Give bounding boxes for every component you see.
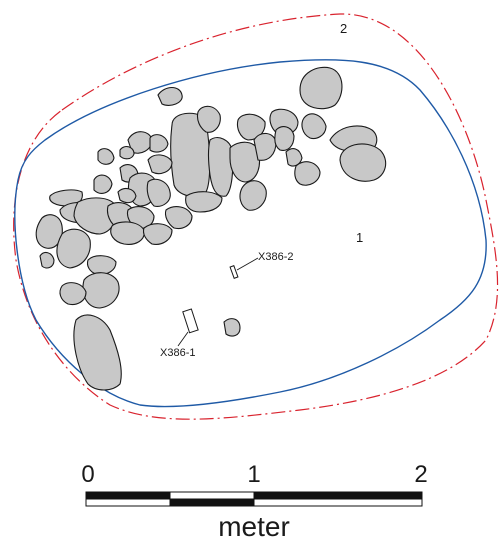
stone [39, 251, 55, 269]
stone [294, 161, 321, 186]
scale-segment [85, 491, 171, 500]
stone [164, 206, 193, 230]
scale-unit: meter [218, 511, 290, 542]
find-label-x386-2: X386-2 [258, 251, 293, 263]
scale-bar: 0 1 2 meter [81, 461, 427, 542]
stone [285, 148, 303, 167]
stone [56, 228, 91, 269]
scale-segment [169, 498, 255, 507]
stone [146, 178, 171, 207]
stone [82, 272, 120, 309]
stone [59, 282, 87, 306]
scale-segment [253, 491, 423, 500]
stone [223, 318, 241, 337]
zone-label-inner: 1 [356, 230, 363, 245]
stone [207, 137, 234, 197]
find-x386-2-outline [229, 265, 239, 279]
stone [339, 143, 387, 182]
stone [253, 132, 277, 161]
scale-segment [169, 491, 255, 500]
stone [73, 314, 122, 391]
stone [142, 223, 173, 245]
stone [185, 191, 223, 213]
stone [93, 174, 113, 194]
scale-tick-2: 2 [414, 461, 427, 488]
stone [117, 187, 137, 204]
zone-label-outer: 2 [340, 21, 347, 36]
stone [119, 145, 135, 160]
stone-cluster [35, 66, 387, 391]
scale-segment [85, 498, 171, 507]
stone [299, 66, 343, 110]
stone [157, 86, 183, 106]
scale-tick-0: 0 [81, 461, 94, 488]
stone [229, 141, 261, 183]
stone [73, 197, 117, 235]
stone [86, 255, 117, 275]
inner-boundary [14, 59, 487, 408]
find-label-x386-1: X386-1 [160, 347, 195, 359]
stone [274, 126, 295, 151]
stone [147, 154, 173, 175]
leader-line-x386-1 [177, 331, 189, 347]
stone [301, 113, 327, 140]
leader-line-x386-2 [236, 257, 259, 271]
outer-boundary [13, 13, 499, 420]
stone [196, 105, 221, 133]
find-x386-1-outline [182, 308, 199, 334]
stone [110, 221, 145, 245]
scale-tick-1: 1 [247, 461, 260, 488]
scale-segment [253, 498, 423, 507]
stone [97, 148, 115, 165]
stone [149, 134, 169, 153]
stone [239, 180, 267, 211]
